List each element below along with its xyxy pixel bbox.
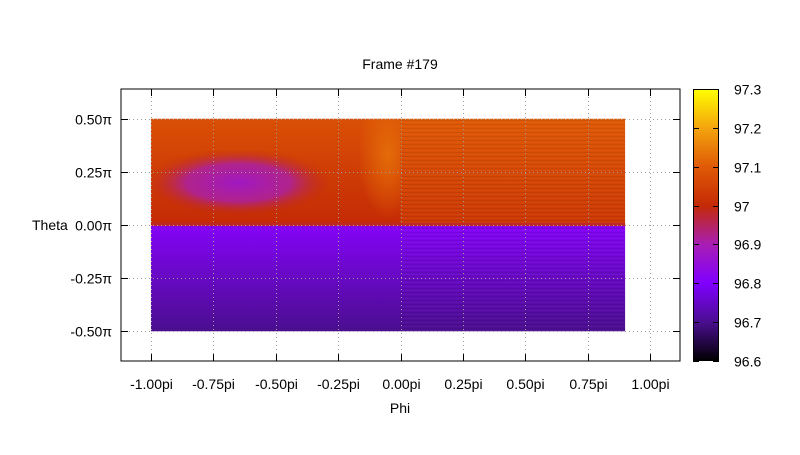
colorbar-tick-label: 97.2 bbox=[734, 121, 761, 137]
x-tick-label: -0.50pi bbox=[255, 376, 298, 392]
heat-region-low-blob bbox=[150, 148, 334, 217]
x-tick-label: 1.00pi bbox=[631, 376, 669, 392]
y-tick-label: -0.50π bbox=[70, 324, 112, 340]
colorbar-tick-label: 96.9 bbox=[734, 237, 761, 253]
colorbar-tick-label: 97 bbox=[734, 199, 750, 215]
grid-lines bbox=[121, 89, 680, 361]
y-tick-label: 0.50π bbox=[75, 112, 112, 128]
colorbar-tick-label: 96.6 bbox=[734, 354, 761, 370]
heat-region-bright-patch bbox=[358, 118, 401, 219]
x-axis-label: Phi bbox=[390, 400, 410, 416]
colorbar-tick-label: 96.7 bbox=[734, 315, 761, 331]
colorbar-gradient bbox=[693, 89, 719, 361]
chart-title: Frame #179 bbox=[362, 56, 438, 72]
x-tick-label: -0.75pi bbox=[192, 376, 235, 392]
heat-region-upper-right-texture bbox=[400, 118, 626, 225]
y-axis: 0.50π 0.25π 0.00π -0.25π -0.50π bbox=[70, 112, 680, 340]
y-tick-label: 0.25π bbox=[75, 165, 112, 181]
x-tick-label: 0.75pi bbox=[569, 376, 607, 392]
colorbar-tick-label: 97.3 bbox=[734, 82, 761, 98]
colorbar-tick-label: 97.1 bbox=[734, 160, 761, 176]
colorbar: 97.3 97.2 97.1 97 96.9 96.8 96.7 96.6 bbox=[693, 82, 761, 370]
x-tick-label: 0.50pi bbox=[506, 376, 544, 392]
y-axis-label: Theta bbox=[32, 217, 68, 233]
x-tick-label: -1.00pi bbox=[130, 376, 173, 392]
x-tick-label: 0.25pi bbox=[444, 376, 482, 392]
x-tick-label: 0.00pi bbox=[382, 376, 420, 392]
colorbar-tick-label: 96.8 bbox=[734, 276, 761, 292]
heatmap-surface bbox=[150, 118, 626, 332]
x-tick-label: -0.25pi bbox=[317, 376, 360, 392]
y-tick-label: -0.25π bbox=[70, 271, 112, 287]
colorbar-frame bbox=[693, 89, 719, 361]
x-axis: -1.00pi -0.75pi -0.50pi -0.25pi 0.00pi 0.25pi… bbox=[130, 89, 670, 392]
y-tick-label: 0.00π bbox=[75, 218, 112, 234]
heat-region-equator-band bbox=[150, 222, 626, 227]
heat-region-lower-texture bbox=[400, 225, 626, 332]
